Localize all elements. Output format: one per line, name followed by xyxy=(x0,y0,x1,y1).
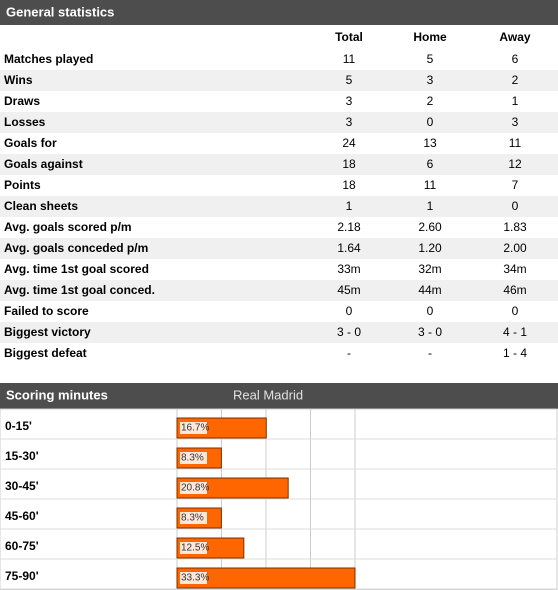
value-label: 33.3% xyxy=(181,573,209,584)
cell: - xyxy=(347,346,351,360)
cell: 1.20 xyxy=(418,241,442,255)
cell: - xyxy=(428,346,432,360)
cell: 24 xyxy=(342,136,356,150)
cell: 18 xyxy=(342,157,356,171)
category-label: 0-15' xyxy=(5,419,32,433)
cell: 11 xyxy=(424,178,437,192)
cell: 2 xyxy=(512,73,519,87)
row-background xyxy=(0,196,558,217)
row-label: Clean sheets xyxy=(4,199,78,213)
cell: 1 xyxy=(427,199,434,213)
row-background xyxy=(0,280,558,301)
cell: 1 xyxy=(346,199,353,213)
cell: 2.18 xyxy=(337,220,361,234)
cell: 3 xyxy=(512,115,519,129)
category-label: 45-60' xyxy=(5,509,39,523)
label-box xyxy=(180,452,207,464)
cell: 5 xyxy=(346,73,353,87)
cell: 3 xyxy=(346,94,353,108)
row-background xyxy=(0,322,558,343)
cell: 3 xyxy=(346,115,353,129)
cell: 3 - 0 xyxy=(418,325,442,339)
column-header: Total xyxy=(335,30,363,44)
cell: 3 xyxy=(427,73,434,87)
row-label: Biggest victory xyxy=(4,325,91,339)
cell: 1 - 4 xyxy=(503,346,527,360)
cell: 0 xyxy=(427,304,434,318)
row-background xyxy=(0,238,558,259)
column-header: Home xyxy=(413,30,447,44)
label-box xyxy=(180,542,207,554)
category-label: 60-75' xyxy=(5,539,39,553)
cell: 3 - 0 xyxy=(337,325,361,339)
header-bar xyxy=(0,0,558,25)
label-box xyxy=(180,422,207,434)
row-label: Points xyxy=(4,178,41,192)
row-label: Biggest defeat xyxy=(4,346,87,360)
cell: 44m xyxy=(418,283,441,297)
row-background xyxy=(0,112,558,133)
cell: 11 xyxy=(343,52,356,66)
cell: 45m xyxy=(337,283,360,297)
row-background xyxy=(0,154,558,175)
row-label: Matches played xyxy=(4,52,93,66)
cell: 18 xyxy=(342,178,356,192)
cell: 1 xyxy=(512,94,519,108)
cell: 0 xyxy=(427,115,434,129)
cell: 6 xyxy=(427,157,434,171)
cell: 2 xyxy=(427,94,434,108)
section-title: General statistics xyxy=(6,4,114,19)
row-background xyxy=(0,70,558,91)
label-box xyxy=(180,572,207,584)
cell: 32m xyxy=(418,262,441,276)
label-box xyxy=(180,482,207,494)
row-label: Failed to score xyxy=(4,304,89,318)
row-label: Avg. time 1st goal conced. xyxy=(4,283,155,297)
chart-title: Scoring minutes xyxy=(6,387,108,402)
row-label: Draws xyxy=(4,94,40,108)
value-label: 12.5% xyxy=(181,543,209,554)
row-label: Avg. goals scored p/m xyxy=(4,220,132,234)
cell: 0 xyxy=(512,304,519,318)
cell: 46m xyxy=(503,283,526,297)
cell: 12 xyxy=(508,157,522,171)
value-label: 8.3% xyxy=(181,453,204,464)
cell: 0 xyxy=(512,199,519,213)
header-bar xyxy=(0,383,558,409)
cell: 7 xyxy=(512,178,519,192)
cell: 0 xyxy=(346,304,353,318)
cell: 1.64 xyxy=(337,241,361,255)
legend-entry: Real Madrid xyxy=(233,387,303,402)
cell: 34m xyxy=(503,262,526,276)
cell: 2.00 xyxy=(503,241,527,255)
cell: 5 xyxy=(427,52,434,66)
category-label: 15-30' xyxy=(5,449,39,463)
value-label: 8.3% xyxy=(181,513,204,524)
cell: 6 xyxy=(512,52,519,66)
row-label: Goals against xyxy=(4,157,83,171)
cell: 4 - 1 xyxy=(503,325,527,339)
value-label: 20.8% xyxy=(181,483,209,494)
label-box xyxy=(180,512,207,524)
row-label: Avg. time 1st goal scored xyxy=(4,262,149,276)
row-label: Wins xyxy=(4,73,33,87)
cell: 2.60 xyxy=(418,220,442,234)
cell: 11 xyxy=(509,136,522,150)
row-label: Avg. goals conceded p/m xyxy=(4,241,148,255)
cell: 1.83 xyxy=(503,220,527,234)
value-label: 16.7% xyxy=(181,423,209,434)
row-label: Goals for xyxy=(4,136,57,150)
row-label: Losses xyxy=(4,115,46,129)
category-label: 30-45' xyxy=(5,479,39,493)
column-header: Away xyxy=(499,30,530,44)
cell: 13 xyxy=(423,136,437,150)
category-label: 75-90' xyxy=(5,569,39,583)
cell: 33m xyxy=(337,262,360,276)
bar xyxy=(176,567,356,589)
